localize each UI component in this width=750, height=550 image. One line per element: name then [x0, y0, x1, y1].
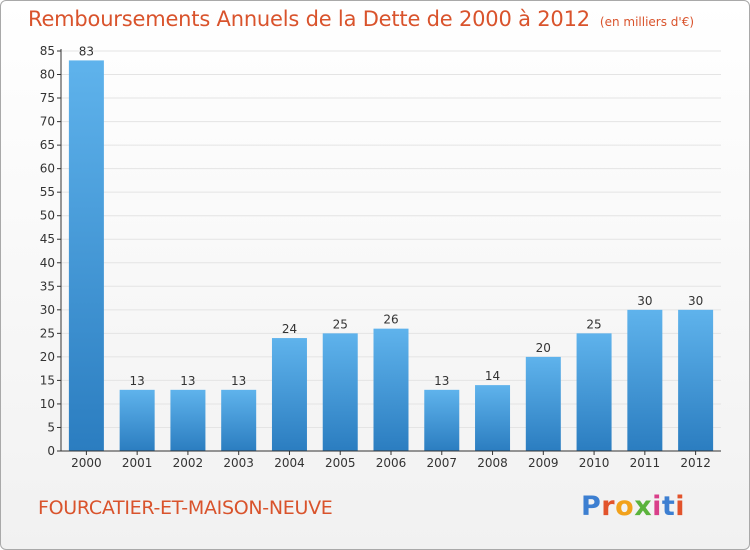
bar-2005 — [322, 333, 358, 451]
bar-2000 — [68, 60, 104, 451]
data-label: 13 — [231, 374, 246, 388]
x-tick-label: 2006 — [376, 456, 407, 470]
town-name: FOURCATIER-ET-MAISON-NEUVE — [38, 497, 333, 519]
y-tick-label: 20 — [40, 350, 55, 364]
bars — [68, 60, 714, 451]
logo-letter: P — [581, 491, 602, 522]
data-label: 30 — [688, 294, 703, 308]
x-tick-label: 2007 — [426, 456, 457, 470]
y-tick-label: 5 — [47, 420, 55, 434]
y-tick-label: 55 — [40, 185, 55, 199]
bar-2002 — [170, 389, 206, 451]
y-tick-label: 50 — [40, 209, 55, 223]
y-tick-label: 15 — [40, 373, 55, 387]
data-label: 26 — [383, 313, 398, 327]
y-tick-label: 45 — [40, 232, 55, 246]
x-tick-label: 2012 — [680, 456, 711, 470]
bar-2008 — [475, 385, 511, 451]
bar-2007 — [424, 389, 460, 451]
y-tick-label: 75 — [40, 91, 55, 105]
data-label: 13 — [434, 374, 449, 388]
x-tick-label: 2000 — [71, 456, 102, 470]
data-label: 30 — [637, 294, 652, 308]
bar-2012 — [678, 309, 714, 451]
x-tick-label: 2002 — [173, 456, 204, 470]
axes: 0 5 10 15 20 25 30 35 40 45 50 55 60 65 70 75 80 85 83 2000… — [40, 44, 721, 470]
y-tick-label: 0 — [47, 444, 55, 458]
bar-2006 — [373, 328, 409, 451]
logo-letter: o — [615, 491, 635, 522]
proxiti-logo[interactable]: Proxiti — [581, 491, 685, 522]
data-label: 24 — [282, 322, 297, 336]
x-tick-label: 2010 — [579, 456, 610, 470]
title-row: Remboursements Annuels de la Dette de 20… — [28, 7, 694, 31]
logo-letter: i — [675, 491, 686, 522]
y-tick-label: 10 — [40, 397, 55, 411]
x-tick-label: 2009 — [528, 456, 559, 470]
bar-2001 — [119, 389, 155, 451]
bar-2003 — [221, 389, 257, 451]
bar-2011 — [627, 309, 663, 451]
x-tick-label: 2008 — [477, 456, 508, 470]
data-label: 25 — [586, 317, 601, 331]
chart-subtitle: (en milliers d'€) — [599, 15, 695, 29]
y-tick-label: 70 — [40, 115, 55, 129]
logo-letter: i — [652, 491, 662, 522]
logo-letter: x — [634, 491, 653, 522]
bar-2009 — [525, 356, 561, 451]
y-tick-label: 35 — [40, 279, 55, 293]
y-tick-label: 30 — [40, 303, 55, 317]
y-tick-label: 25 — [40, 326, 55, 340]
y-tick-label: 65 — [40, 138, 55, 152]
logo-letter: r — [601, 491, 616, 522]
x-tick-label: 2001 — [122, 456, 153, 470]
x-tick-label: 2004 — [274, 456, 305, 470]
y-tick-label: 80 — [40, 68, 55, 82]
y-tick-label: 85 — [40, 44, 55, 58]
y-tick-label: 40 — [40, 256, 55, 270]
y-tick-label: 60 — [40, 162, 55, 176]
data-label: 13 — [130, 374, 145, 388]
data-label: 25 — [333, 317, 348, 331]
logo-letter: t — [661, 491, 676, 522]
data-label: 83 — [79, 44, 94, 58]
x-tick-label: 2003 — [223, 456, 254, 470]
chart-title: Remboursements Annuels de la Dette de 20… — [28, 7, 590, 31]
x-tick-label: 2011 — [630, 456, 661, 470]
data-label: 13 — [180, 374, 195, 388]
bar-2004 — [271, 338, 307, 451]
data-label: 14 — [485, 369, 500, 383]
x-tick-label: 2005 — [325, 456, 356, 470]
data-label: 20 — [536, 341, 551, 355]
bar-2010 — [576, 333, 612, 451]
